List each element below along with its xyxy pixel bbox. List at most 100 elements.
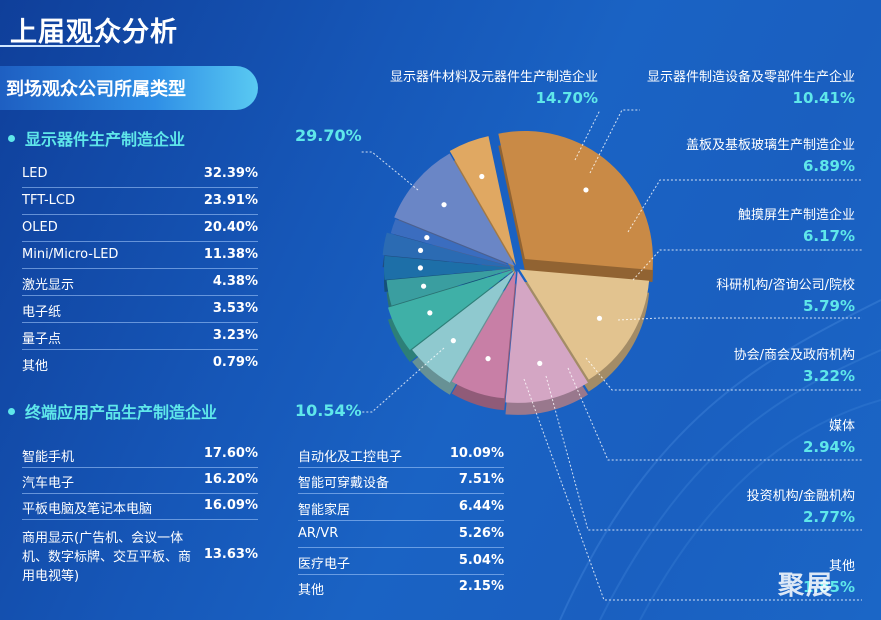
pie-slice xyxy=(382,232,515,268)
watermark-logo: 聚展 xyxy=(778,571,835,601)
pie-label-value: 2.77% xyxy=(802,508,855,526)
slice-anchor-dot xyxy=(596,315,603,321)
slice-anchor-dot xyxy=(450,338,456,344)
row-label: 平板电脑及笔记本电脑 xyxy=(22,502,153,517)
table-row: 激光显示 4.38% xyxy=(22,269,258,296)
slice-anchor-dot xyxy=(441,202,447,208)
leader-line xyxy=(360,347,445,413)
row-value: 4.38% xyxy=(212,274,258,289)
pie-label-value: 6.89% xyxy=(802,157,855,175)
bullet-icon xyxy=(8,135,15,142)
slice-anchor-dot xyxy=(417,265,424,271)
pie-label: 协会/商会及政府机构 3.22% xyxy=(734,344,855,385)
row-value: 10.09% xyxy=(449,446,504,461)
category-display-devices-percent: 29.70% xyxy=(295,126,362,145)
leader-line xyxy=(545,375,862,531)
pie-label: 科研机构/咨询公司/院校 5.79% xyxy=(716,274,855,315)
category-terminal-products: 终端应用产品生产制造企业 xyxy=(8,399,217,423)
title-underline xyxy=(0,45,100,47)
pie-slice xyxy=(387,269,515,351)
row-label: 医疗电子 xyxy=(298,557,351,572)
pie-slice xyxy=(451,270,517,399)
row-value: 3.53% xyxy=(212,301,258,316)
leader-line xyxy=(585,357,862,391)
table-row: 自动化及工控电子 10.09% xyxy=(298,441,504,468)
table-row: 智能可穿戴设备 7.51% xyxy=(298,467,504,494)
section-title: 到场观众公司所属类型 xyxy=(6,79,186,100)
leader-line xyxy=(574,109,601,161)
slice-anchor-dot xyxy=(424,234,430,241)
pie-slice xyxy=(394,153,515,267)
pie-label-name: 媒体 xyxy=(828,419,855,434)
row-value: 16.09% xyxy=(203,498,258,513)
category-name: 终端应用产品生产制造企业 xyxy=(25,403,218,422)
pie-slice xyxy=(386,268,515,306)
row-label: Mini/Micro-LED xyxy=(22,247,119,262)
category-display-devices: 显示器件生产制造企业 xyxy=(8,126,185,150)
row-value: 17.60% xyxy=(203,446,258,461)
category-terminal-products-percent: 10.54% xyxy=(295,401,362,420)
row-value: 23.91% xyxy=(203,193,258,208)
row-label: 自动化及工控电子 xyxy=(298,450,403,465)
pie-label-value: 14.70% xyxy=(535,89,598,107)
section-header: 到场观众公司所属类型 xyxy=(0,66,258,110)
slice-anchor-dot xyxy=(583,187,589,193)
table-row: AR/VR 5.26% xyxy=(298,521,504,548)
row-label: 量子点 xyxy=(22,332,62,347)
row-value: 11.38% xyxy=(203,247,258,262)
pie-label-name: 显示器件制造设备及零部件生产企业 xyxy=(646,70,855,85)
category-name: 显示器件生产制造企业 xyxy=(25,130,186,149)
slice-anchor-dot xyxy=(485,356,491,362)
leader-line xyxy=(360,151,419,191)
pie-label-name: 盖板及基板玻璃生产制造企业 xyxy=(685,138,855,153)
pie-label: 盖板及基板玻璃生产制造企业 6.89% xyxy=(686,134,855,175)
row-label: 激光显示 xyxy=(22,278,75,293)
table-row: LED 32.39% xyxy=(22,161,258,188)
pie-label: 其他 1.85% xyxy=(803,555,855,596)
row-label: 智能家居 xyxy=(298,503,351,518)
pie-label: 投资机构/金融机构 2.77% xyxy=(747,485,855,526)
pie-label-name: 触摸屏生产制造企业 xyxy=(737,208,855,223)
table-row: 汽车电子 16.20% xyxy=(22,467,258,494)
row-label: TFT-LCD xyxy=(22,193,75,208)
pie-label-value: 2.94% xyxy=(802,438,855,456)
pie-label: 显示器件制造设备及零部件生产企业 10.41% xyxy=(647,66,855,107)
pie-label-value: 1.85% xyxy=(802,578,855,596)
table-row: 量子点 3.23% xyxy=(22,323,258,350)
row-value: 2.15% xyxy=(458,579,504,594)
pie-slice xyxy=(449,136,516,266)
slice-anchor-dot xyxy=(479,173,485,180)
leader-line xyxy=(632,249,862,281)
row-label: 商用显示(广告机、会议一体机、数字标牌、交互平板、商用电视等) xyxy=(22,531,192,584)
table-row: TFT-LCD 23.91% xyxy=(22,188,258,215)
table-row: 其他 0.79% xyxy=(22,350,258,376)
row-label: 智能可穿戴设备 xyxy=(298,476,390,491)
row-label: 电子纸 xyxy=(22,305,62,320)
leader-line xyxy=(627,179,862,233)
pie-label: 媒体 2.94% xyxy=(803,415,855,456)
pie-slice xyxy=(505,270,588,403)
row-label: 其他 xyxy=(22,359,49,374)
pie-label-name: 其他 xyxy=(828,559,855,574)
table-row: 智能家居 6.44% xyxy=(298,494,504,521)
table-row: OLED 20.40% xyxy=(22,215,258,242)
pie-slice xyxy=(412,270,516,383)
row-label: 汽车电子 xyxy=(22,476,75,491)
row-value: 32.39% xyxy=(203,166,258,181)
row-label: LED xyxy=(22,166,48,181)
pie-label-value: 6.17% xyxy=(802,227,855,245)
pie-label-name: 科研机构/咨询公司/院校 xyxy=(716,278,855,293)
table-row: 电子纸 3.53% xyxy=(22,296,258,323)
row-value: 16.20% xyxy=(203,472,258,487)
leader-line xyxy=(617,317,862,321)
pie-label-name: 投资机构/金融机构 xyxy=(746,489,855,504)
row-label: 智能手机 xyxy=(22,450,75,465)
row-label: 其他 xyxy=(298,583,325,598)
row-value: 7.51% xyxy=(458,472,504,487)
slice-anchor-dot xyxy=(420,283,427,289)
table-row: Mini/Micro-LED 11.38% xyxy=(22,242,258,269)
table-row: 其他 2.15% xyxy=(298,574,504,600)
row-value: 5.04% xyxy=(458,553,504,568)
pie-label: 显示器件材料及元器件生产制造企业 14.70% xyxy=(390,66,598,107)
